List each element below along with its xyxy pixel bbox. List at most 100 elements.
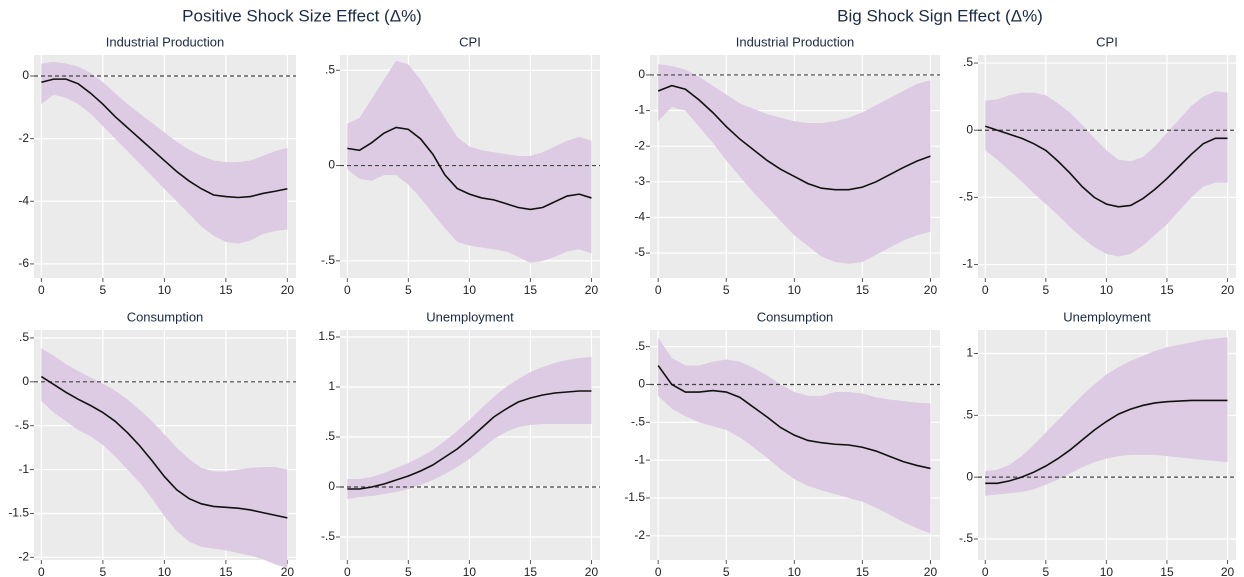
panel-title: Unemployment xyxy=(1063,309,1151,324)
y-tick-label: .5 xyxy=(325,429,335,443)
x-tick-label: 10 xyxy=(158,283,172,297)
y-tick-label: 0 xyxy=(328,158,335,172)
x-tick-label: 10 xyxy=(788,283,802,297)
panel-title: Industrial Production xyxy=(736,34,855,49)
y-tick-label: .5 xyxy=(19,330,29,344)
x-tick-label: 20 xyxy=(1221,565,1235,577)
y-tick-label: .5 xyxy=(963,407,973,421)
x-tick-label: 15 xyxy=(219,565,233,577)
y-tick-label: 1 xyxy=(966,346,973,360)
x-tick-label: 20 xyxy=(924,565,938,577)
y-tick-label: .5 xyxy=(325,62,335,76)
confidence-band xyxy=(41,61,288,244)
x-tick-label: 20 xyxy=(1221,283,1235,297)
y-tick-label: 0 xyxy=(966,122,973,136)
x-tick-label: 0 xyxy=(38,565,45,577)
x-tick-label: 0 xyxy=(982,565,989,577)
confidence-band xyxy=(347,60,592,263)
x-tick-label: 10 xyxy=(1100,283,1114,297)
y-tick-label: -1.5 xyxy=(8,506,29,520)
x-tick-label: 5 xyxy=(1042,283,1049,297)
y-tick-label: .5 xyxy=(635,339,645,353)
x-tick-label: 10 xyxy=(463,565,477,577)
x-tick-label: 0 xyxy=(655,565,662,577)
y-tick-label: 0 xyxy=(22,68,29,82)
response-line xyxy=(347,390,592,490)
x-tick-label: 10 xyxy=(158,565,172,577)
x-tick-label: 15 xyxy=(856,565,870,577)
x-tick-label: 20 xyxy=(924,283,938,297)
y-tick-label: -.5 xyxy=(959,531,973,545)
y-tick-label: -1.5 xyxy=(624,490,645,504)
y-tick-label: -.5 xyxy=(321,253,335,267)
x-tick-label: 0 xyxy=(655,283,662,297)
x-tick-label: 5 xyxy=(723,283,730,297)
confidence-band xyxy=(41,348,288,568)
x-tick-label: 5 xyxy=(1042,565,1049,577)
y-tick-label: -.5 xyxy=(321,529,335,543)
y-tick-label: 0 xyxy=(22,374,29,388)
panel-title: Industrial Production xyxy=(106,34,225,49)
response-line xyxy=(657,84,931,191)
y-tick-label: -1 xyxy=(634,452,645,466)
x-tick-label: 15 xyxy=(1160,565,1174,577)
x-tick-label: 10 xyxy=(1100,565,1114,577)
x-tick-label: 5 xyxy=(405,565,412,577)
y-tick-label: 0 xyxy=(638,67,645,81)
y-tick-label: -1 xyxy=(18,462,29,476)
x-tick-label: 20 xyxy=(585,565,599,577)
y-tick-label: -.5 xyxy=(959,190,973,204)
x-tick-label: 0 xyxy=(38,283,45,297)
y-tick-label: -1 xyxy=(962,257,973,271)
y-tick-label: -1 xyxy=(634,103,645,117)
y-tick-label: -6 xyxy=(18,256,29,270)
confidence-band xyxy=(985,91,1228,257)
y-tick-label: -2 xyxy=(634,528,645,542)
confidence-band xyxy=(347,357,592,499)
group-title: Big Shock Sign Effect (Δ%) xyxy=(837,6,1043,25)
response-line xyxy=(657,365,931,470)
y-tick-label: 1.5 xyxy=(318,329,335,343)
confidence-band xyxy=(985,337,1228,496)
group-title: Positive Shock Size Effect (Δ%) xyxy=(182,6,422,25)
y-tick-label: .5 xyxy=(963,55,973,69)
x-tick-label: 20 xyxy=(281,565,295,577)
x-tick-label: 5 xyxy=(100,565,107,577)
x-tick-label: 15 xyxy=(1160,283,1174,297)
y-tick-label: -2 xyxy=(18,550,29,564)
y-tick-label: -4 xyxy=(18,193,29,207)
response-line xyxy=(40,375,288,519)
y-tick-label: -5 xyxy=(634,245,645,259)
x-tick-label: 15 xyxy=(524,565,538,577)
y-tick-label: 1 xyxy=(328,379,335,393)
x-tick-label: 10 xyxy=(463,283,477,297)
x-tick-label: 15 xyxy=(524,283,538,297)
response-line xyxy=(41,78,288,199)
x-tick-label: 5 xyxy=(100,283,107,297)
panel-title: CPI xyxy=(1096,34,1118,49)
panel-title: Consumption xyxy=(757,309,834,324)
x-tick-label: 20 xyxy=(281,283,295,297)
y-tick-label: 0 xyxy=(328,479,335,493)
x-tick-label: 0 xyxy=(344,565,351,577)
response-line xyxy=(985,399,1228,485)
x-tick-label: 0 xyxy=(344,283,351,297)
y-tick-label: -3 xyxy=(634,174,645,188)
y-tick-label: -2 xyxy=(634,138,645,152)
x-tick-label: 5 xyxy=(405,283,412,297)
y-tick-label: -.5 xyxy=(15,418,29,432)
x-tick-label: 20 xyxy=(585,283,599,297)
y-tick-label: -4 xyxy=(634,210,645,224)
panel-title: CPI xyxy=(459,34,481,49)
x-tick-label: 5 xyxy=(723,565,730,577)
x-tick-label: 0 xyxy=(982,283,989,297)
x-tick-label: 10 xyxy=(788,565,802,577)
confidence-band xyxy=(658,64,931,264)
panel-title: Consumption xyxy=(127,309,204,324)
y-tick-label: -2 xyxy=(18,131,29,145)
y-tick-label: -.5 xyxy=(631,414,645,428)
panel-title: Unemployment xyxy=(426,309,514,324)
x-tick-label: 15 xyxy=(856,283,870,297)
response-line xyxy=(347,126,592,211)
